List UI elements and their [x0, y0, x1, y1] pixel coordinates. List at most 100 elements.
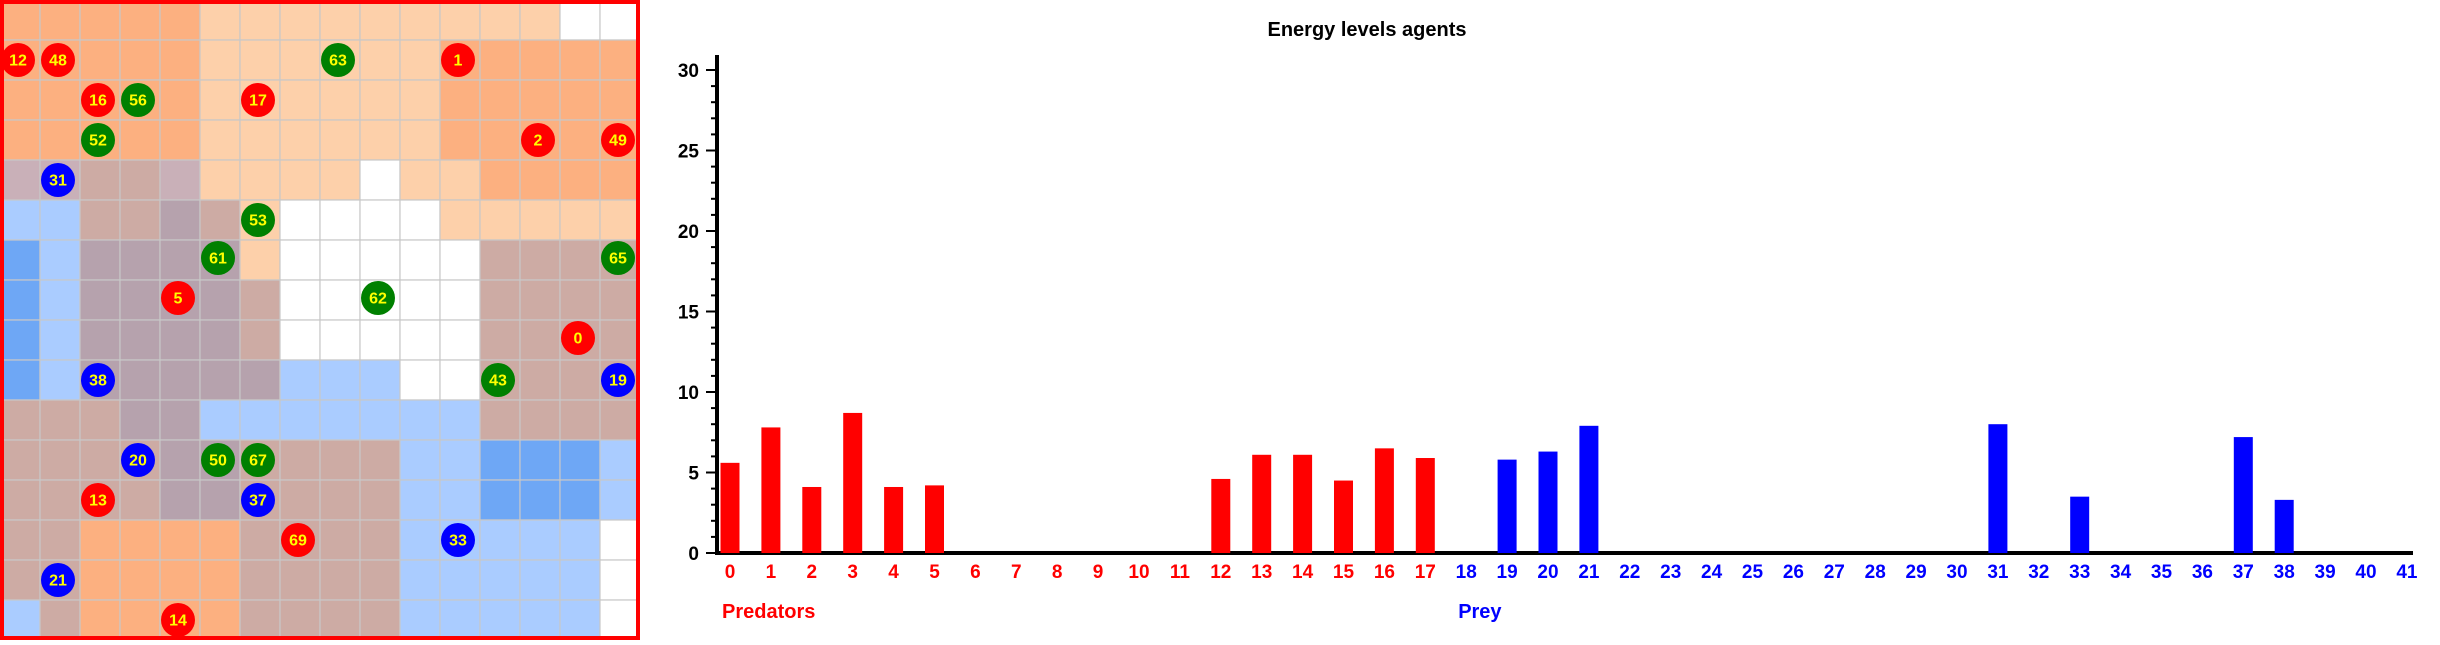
- grid-cell: [439, 79, 481, 121]
- grid-cell: [319, 599, 361, 641]
- grid-cell: [279, 119, 321, 161]
- agent-label: 61: [209, 251, 227, 268]
- agent-predator-17[interactable]: 17: [241, 83, 275, 117]
- grid-cell: [439, 319, 481, 361]
- grid-cell: [519, 279, 561, 321]
- agent-predator-69[interactable]: 69: [281, 523, 315, 557]
- agent-predator-16[interactable]: 16: [81, 83, 115, 117]
- agent-predator-1[interactable]: 1: [441, 43, 475, 77]
- x-tick-label: 25: [1742, 562, 1764, 583]
- grid-cell: [399, 279, 441, 321]
- agent-label: 33: [449, 533, 467, 550]
- agent-food-63[interactable]: 63: [321, 43, 355, 77]
- grid-cell: [319, 0, 361, 41]
- agent-predator-49[interactable]: 49: [601, 123, 635, 157]
- grid-cell: [519, 559, 561, 601]
- agent-prey-33[interactable]: 33: [441, 523, 475, 557]
- grid-cell: [0, 359, 41, 401]
- x-tick-label: 35: [2151, 562, 2173, 583]
- agent-label: 52: [89, 133, 107, 150]
- grid-cell: [159, 39, 201, 81]
- grid-cell: [199, 79, 241, 121]
- agent-prey-31[interactable]: 31: [41, 163, 75, 197]
- agent-prey-19[interactable]: 19: [601, 363, 635, 397]
- grid-cell: [479, 439, 521, 481]
- agent-food-65[interactable]: 65: [601, 241, 635, 275]
- grid-cell: [119, 119, 161, 161]
- grid-cell: [479, 479, 521, 521]
- grid-cell: [239, 519, 281, 561]
- agent-food-43[interactable]: 43: [481, 363, 515, 397]
- agent-food-50[interactable]: 50: [201, 443, 235, 477]
- agent-prey-38[interactable]: 38: [81, 363, 115, 397]
- y-tick-label: 5: [688, 464, 699, 485]
- agent-marker: [81, 363, 115, 397]
- agent-predator-2[interactable]: 2: [521, 123, 555, 157]
- grid-cell: [559, 479, 601, 521]
- x-tick-label: 36: [2192, 562, 2213, 583]
- grid-cell: [279, 39, 321, 81]
- agent-marker: [601, 363, 635, 397]
- agent-food-67[interactable]: 67: [241, 443, 275, 477]
- agent-food-53[interactable]: 53: [241, 203, 275, 237]
- bar-37: [2233, 437, 2253, 553]
- agent-marker: [601, 123, 635, 157]
- bar-15: [1334, 480, 1353, 553]
- grid-cell: [159, 199, 201, 241]
- grid-cell: [439, 399, 481, 441]
- agent-marker: [441, 523, 475, 557]
- grid-cell: [199, 519, 241, 561]
- agent-food-56[interactable]: 56: [121, 83, 155, 117]
- agent-predator-0[interactable]: 0: [561, 321, 595, 355]
- grid-cell: [39, 399, 81, 441]
- agent-marker: [81, 83, 115, 117]
- grid-cell: [0, 79, 41, 121]
- x-tick-label: 15: [1333, 562, 1355, 583]
- x-tick-label: 8: [1052, 562, 1063, 583]
- x-tick-label: 4: [888, 562, 899, 583]
- grid-cell: [39, 279, 81, 321]
- agent-prey-21[interactable]: 21: [41, 563, 75, 597]
- bar-33: [2070, 496, 2090, 553]
- bar-2: [802, 486, 822, 553]
- agent-food-52[interactable]: 52: [81, 123, 115, 157]
- bar-17: [1415, 458, 1435, 553]
- grid-cell: [359, 319, 401, 361]
- grid-cell: [319, 79, 361, 121]
- grid-cell: [39, 359, 81, 401]
- grid-cell: [359, 39, 401, 81]
- agent-label: 38: [89, 373, 107, 390]
- agent-predator-12[interactable]: 12: [1, 43, 35, 77]
- grid-cell: [279, 199, 321, 241]
- agent-predator-5[interactable]: 5: [161, 281, 195, 315]
- grid-cell: [319, 119, 361, 161]
- agent-marker: [241, 483, 275, 517]
- agent-label: 5: [174, 291, 183, 308]
- x-tick-label: 3: [847, 562, 858, 583]
- grid-cell: [159, 159, 201, 201]
- x-tick-label: 40: [2355, 562, 2376, 583]
- grid-cell: [599, 159, 641, 201]
- agent-food-61[interactable]: 61: [201, 241, 235, 275]
- agent-label: 56: [129, 93, 147, 110]
- agent-marker: [321, 43, 355, 77]
- agent-marker: [41, 163, 75, 197]
- agent-predator-14[interactable]: 14: [161, 603, 195, 637]
- agent-prey-20[interactable]: 20: [121, 443, 155, 477]
- grid-cell: [159, 559, 201, 601]
- grid-cell: [159, 479, 201, 521]
- agent-label: 31: [49, 173, 67, 190]
- group-label-prey: Prey: [1458, 601, 1502, 623]
- agent-prey-37[interactable]: 37: [241, 483, 275, 517]
- agent-predator-13[interactable]: 13: [81, 483, 115, 517]
- grid-cell: [359, 79, 401, 121]
- grid-cell: [279, 439, 321, 481]
- grid-cell: [599, 79, 641, 121]
- agent-marker: [481, 363, 515, 397]
- grid-cell: [119, 199, 161, 241]
- agent-predator-48[interactable]: 48: [41, 43, 75, 77]
- agent-food-62[interactable]: 62: [361, 281, 395, 315]
- agent-label: 19: [609, 373, 627, 390]
- grid-cell: [519, 319, 561, 361]
